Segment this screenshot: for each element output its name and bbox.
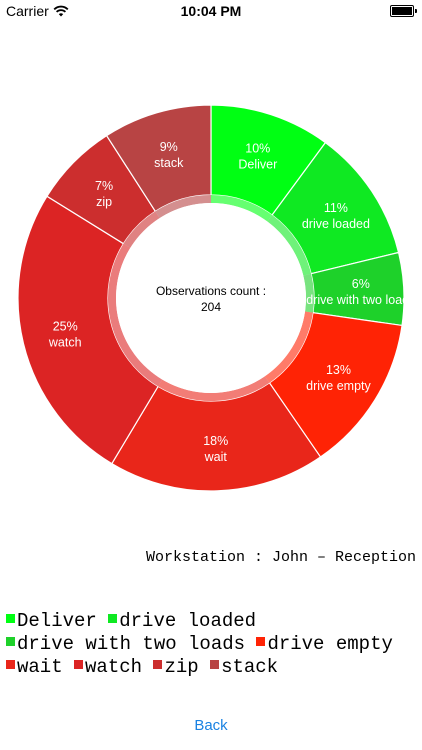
donut-chart: 10% Deliver 11% drive loaded 6% drive with tw… [0,90,422,510]
legend-swatch [256,637,266,647]
legend-item-stack: stack [210,656,278,678]
legend-swatch [6,637,15,647]
slice-band-zip [123,211,160,248]
carrier-label: Carrier [6,3,49,19]
legend-label: zip [164,656,199,678]
slice-percent-stack: 9% [160,140,178,154]
slice-percent-drive-empty: 13% [326,363,351,377]
slice-label-stack: stack [154,156,184,170]
legend-item-watch: watch [74,656,142,678]
legend-label: drive empty [267,633,393,655]
chart-legend: Deliver drive loaded drive with two load… [6,610,416,679]
donut-hole [116,203,306,393]
legend-item-drive-with-two-loads: drive with two loads [6,633,245,655]
slice-label-drive-loaded: drive loaded [302,217,370,231]
observations-count: 204 [200,300,222,314]
status-bar: Carrier 10:04 PM [0,0,422,22]
carrier-indicator: Carrier [6,3,69,19]
slice-label-drive-empty: drive empty [306,379,371,393]
legend-label: watch [85,656,143,678]
status-time: 10:04 PM [180,3,242,19]
slice-percent-watch: 25% [53,319,78,333]
legend-label: wait [17,656,63,678]
legend-swatch [74,660,84,670]
legend-item-wait: wait [6,656,63,678]
slice-percent-deliver: 10% [245,141,270,155]
observations-summary: Observations count : 204 [126,283,296,315]
wifi-icon [53,5,69,17]
slice-label-watch: watch [48,335,82,349]
donut-chart-svg: 10% Deliver 11% drive loaded 6% drive with tw… [17,104,415,492]
workstation-label: Workstation : John – Reception [145,549,416,566]
slice-percent-zip: 7% [95,179,113,193]
legend-swatch [108,614,118,624]
slice-band-wait [158,376,270,401]
slice-label-deliver: Deliver [238,157,277,171]
slice-band-deliver [211,195,273,222]
legend-item-drive-loaded: drive loaded [108,610,256,632]
slice-band-drive-empty [264,311,313,383]
back-button[interactable]: Back [194,717,228,734]
legend-item-drive-empty: drive empty [256,633,393,655]
legend-label: Deliver [17,610,97,632]
legend-swatch [210,660,220,670]
slice-band-watch [107,243,163,387]
slice-percent-wait: 18% [203,434,228,448]
slice-band-drive-loaded [267,215,312,276]
slice-band-stack [155,195,211,219]
slice-band-drive-with-two-loads [303,273,314,313]
slice-label-wait: wait [204,450,228,464]
legend-item-deliver: Deliver [6,610,97,632]
slice-label-zip: zip [96,195,112,209]
slice-label-drive-with-two-loads: drive with two loads [306,293,415,307]
slice-percent-drive-with-two-loads: 6% [352,277,370,291]
legend-label: drive loaded [119,610,257,632]
legend-swatch [6,614,15,624]
legend-label: stack [221,656,279,678]
legend-swatch [6,660,15,670]
observations-label: Observations count : [155,284,267,298]
battery-icon [390,5,417,17]
legend-swatch [153,660,163,670]
legend-label: drive with two loads [17,633,246,655]
slice-percent-drive-loaded: 11% [324,201,348,215]
legend-item-zip: zip [153,656,199,678]
